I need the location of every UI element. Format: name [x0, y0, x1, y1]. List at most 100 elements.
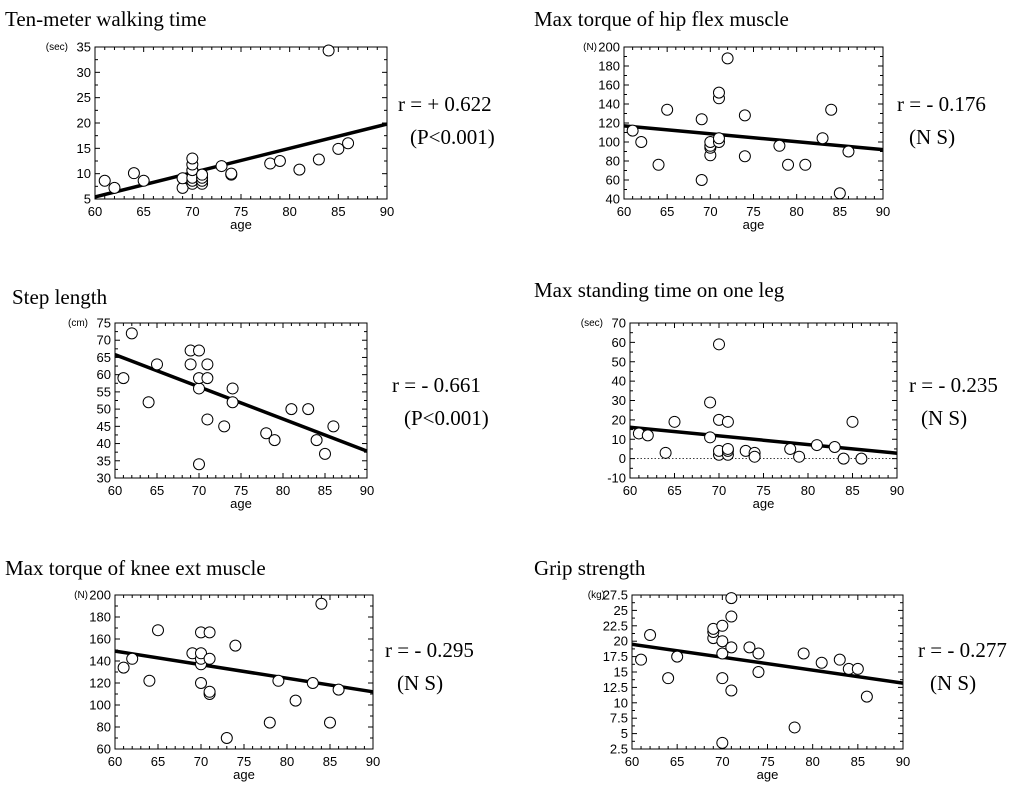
- data-point: [225, 167, 238, 180]
- data-point: [738, 150, 751, 163]
- x-tick-label: 80: [282, 204, 296, 219]
- x-tick-label: 85: [833, 204, 847, 219]
- y-tick-label: 140: [89, 654, 111, 669]
- y-tick-label: 60: [612, 335, 626, 350]
- data-point: [712, 132, 725, 145]
- data-point: [108, 181, 121, 194]
- y-tick-label: 5: [621, 726, 628, 741]
- data-point: [273, 155, 286, 167]
- x-tick-label: 85: [845, 483, 859, 498]
- y-axis-unit: (N): [74, 590, 88, 601]
- data-point: [142, 396, 155, 409]
- y-tick-label: 30: [612, 393, 626, 408]
- data-point: [117, 661, 130, 674]
- data-point: [738, 109, 751, 122]
- data-point: [342, 137, 355, 150]
- correlation-r: r = - 0.277: [918, 638, 1007, 662]
- x-tick-label: 75: [237, 754, 251, 769]
- x-tick-label: 65: [136, 204, 150, 219]
- y-tick-label: 55: [97, 384, 111, 399]
- x-tick-label: 80: [789, 204, 803, 219]
- data-point: [195, 677, 207, 689]
- x-tick-label: 70: [715, 754, 729, 769]
- y-tick-label: -10: [607, 471, 626, 486]
- data-point: [126, 652, 139, 665]
- y-tick-label: 70: [97, 333, 111, 348]
- data-point: [203, 652, 216, 665]
- data-point: [306, 677, 319, 689]
- data-point: [815, 656, 828, 669]
- data-point: [725, 610, 738, 623]
- correlation-r: r = - 0.295: [385, 638, 474, 662]
- data-point: [704, 396, 717, 409]
- x-tick-label: 65: [670, 754, 684, 769]
- x-axis-label: age: [230, 496, 252, 511]
- data-point: [293, 163, 306, 176]
- data-point: [635, 136, 648, 148]
- data-point: [725, 641, 738, 654]
- x-tick-label: 75: [234, 204, 248, 219]
- data-point: [229, 639, 242, 652]
- y-tick-label: 35: [77, 40, 91, 55]
- correlation-r: r = - 0.176: [897, 92, 986, 116]
- chart-title: Max torque of knee ext muscle: [5, 556, 266, 580]
- y-tick-label: 20: [614, 634, 628, 649]
- data-point: [842, 145, 855, 158]
- x-tick-label: 60: [108, 754, 122, 769]
- data-point: [268, 434, 281, 447]
- correlation-r: r = - 0.661: [392, 373, 481, 397]
- chart-panel-6: Grip strength 2.557.51012.51517.52022.525…: [534, 556, 1007, 782]
- data-point: [652, 158, 665, 171]
- data-point: [743, 641, 756, 654]
- x-tick-label: 60: [88, 204, 102, 219]
- data-point: [125, 327, 138, 340]
- data-point: [151, 358, 163, 371]
- chart-panel-1: Ten-meter walking time 5 10 15 20 25 30 35 60 65 7…: [5, 7, 495, 232]
- y-tick-label: 10: [614, 695, 628, 710]
- significance: (N S): [930, 671, 976, 695]
- y-tick-label: 160: [89, 632, 111, 647]
- data-point: [695, 174, 708, 186]
- x-tick-label: 70: [712, 483, 726, 498]
- x-tick-label: 90: [380, 204, 394, 219]
- data-point: [725, 684, 738, 697]
- data-point: [837, 452, 850, 465]
- x-tick-label: 90: [896, 754, 910, 769]
- x-tick-label: 75: [746, 204, 760, 219]
- data-point: [704, 431, 717, 444]
- x-tick-label: 70: [194, 754, 208, 769]
- data-point: [721, 442, 734, 455]
- x-tick-label: 75: [234, 483, 248, 498]
- data-point: [184, 358, 197, 371]
- y-tick-label: 120: [89, 676, 111, 691]
- x-tick-label: 80: [276, 483, 290, 498]
- x-tick-label: 80: [280, 754, 294, 769]
- y-tick-label: 140: [598, 97, 620, 112]
- y-axis-unit: (N): [583, 42, 597, 53]
- data-point: [143, 674, 156, 687]
- data-point: [716, 635, 729, 648]
- data-point: [825, 103, 838, 116]
- data-point: [201, 413, 214, 426]
- data-point: [201, 372, 214, 385]
- data-point: [635, 653, 648, 666]
- data-point: [203, 685, 216, 698]
- y-tick-label: 200: [598, 40, 620, 55]
- y-tick-label: 60: [97, 742, 111, 757]
- regression-line: [94, 122, 388, 199]
- data-point: [218, 420, 231, 433]
- data-point: [193, 382, 205, 395]
- data-point: [668, 415, 681, 428]
- y-tick-label: 100: [89, 698, 111, 713]
- data-point: [285, 403, 298, 416]
- y-tick-label: 15: [77, 141, 91, 156]
- chart-panel-5: Max torque of knee ext muscle 60 80 100 120 1…: [5, 556, 474, 782]
- data-point: [725, 592, 738, 605]
- data-point: [644, 629, 657, 642]
- data-point: [322, 44, 335, 57]
- x-tick-label: 90: [890, 483, 904, 498]
- data-point: [661, 103, 674, 116]
- data-point: [626, 124, 639, 137]
- y-tick-label: 80: [606, 154, 620, 169]
